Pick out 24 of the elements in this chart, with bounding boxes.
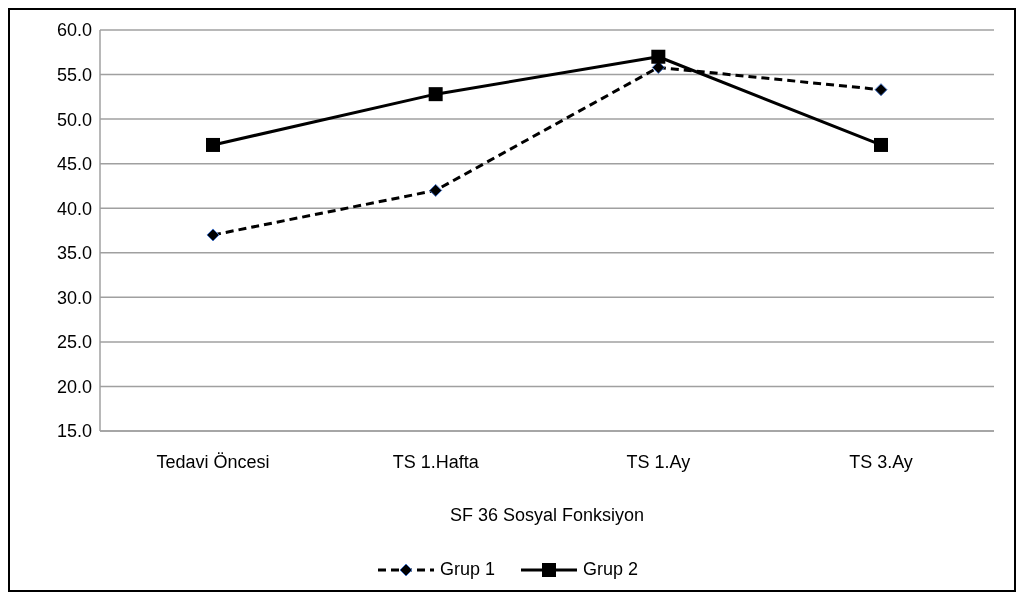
x-axis-title: SF 36 Sosyal Fonksiyon bbox=[449, 505, 645, 525]
x-tick-label: Tedavi Öncesi bbox=[156, 451, 270, 472]
y-tick-label: 60.0 bbox=[56, 20, 92, 41]
point bbox=[651, 49, 666, 64]
y-tick-label: 55.0 bbox=[56, 64, 92, 85]
point bbox=[874, 83, 888, 97]
legend-label: Grup 1 bbox=[439, 559, 495, 580]
point bbox=[428, 87, 443, 102]
point bbox=[206, 137, 220, 152]
x-tick-label: TS 1.Ay bbox=[626, 451, 691, 472]
x-tick-label: TS 1.Hafta bbox=[392, 451, 480, 472]
point bbox=[429, 183, 443, 197]
point bbox=[206, 228, 220, 242]
y-tick-label: 40.0 bbox=[56, 198, 92, 219]
x-tick-label: TS 3.Ay bbox=[849, 451, 913, 472]
y-tick-label: 35.0 bbox=[56, 243, 92, 264]
y-tick-label: 15.0 bbox=[56, 421, 92, 442]
legend-label: Grup 2 bbox=[583, 559, 639, 580]
y-tick-label: 25.0 bbox=[56, 332, 92, 353]
y-tick-label: 30.0 bbox=[56, 287, 92, 308]
y-tick-label: 50.0 bbox=[56, 109, 92, 130]
y-tick-label: 45.0 bbox=[56, 154, 92, 175]
point bbox=[874, 137, 888, 152]
y-tick-label: 20.0 bbox=[56, 376, 92, 397]
